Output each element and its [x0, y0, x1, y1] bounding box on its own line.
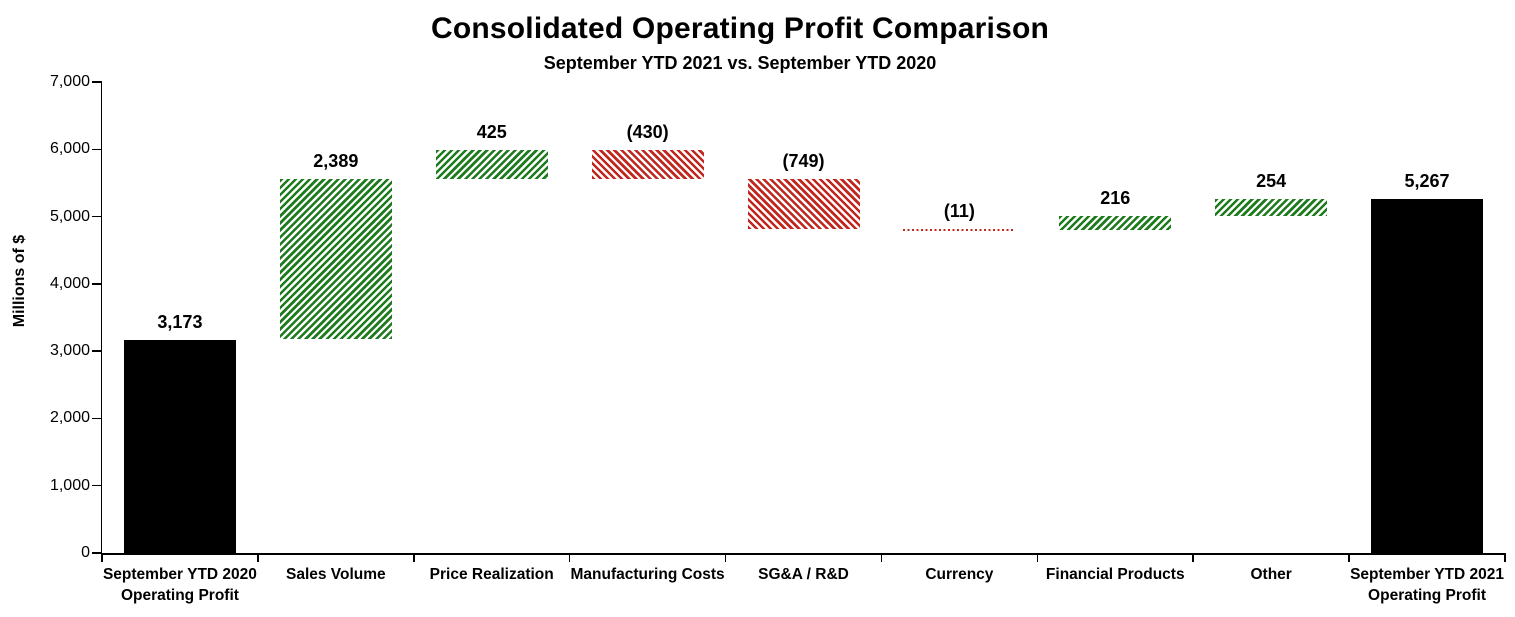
category-label: September YTD 2020 Operating Profit — [102, 566, 257, 604]
category-label: SG&A / R&D — [758, 566, 849, 583]
bar-value-label: 216 — [1100, 187, 1131, 208]
y-tick-label: 7,000 — [49, 73, 90, 90]
x-tick — [880, 553, 883, 562]
waterfall-bar — [435, 150, 548, 179]
bar-value-label: 2,389 — [313, 150, 359, 171]
chart-title: Consolidated Operating Profit Comparison — [430, 12, 1050, 45]
y-tick — [92, 215, 102, 218]
waterfall-bar — [903, 229, 1016, 232]
category-label: Currency — [925, 566, 994, 583]
bar-value-label: (430) — [626, 122, 669, 143]
y-tick-label: 2,000 — [49, 409, 90, 427]
waterfall-bar — [1215, 198, 1328, 216]
category-label: Financial Products — [1045, 566, 1185, 583]
x-tick — [1192, 553, 1194, 562]
bar-value-label: (749) — [782, 151, 825, 172]
x-tick — [257, 553, 259, 562]
category-label: Manufacturing Costs — [570, 566, 725, 583]
waterfall-bar — [747, 179, 860, 230]
x-axis-line — [100, 553, 1505, 555]
x-tick — [724, 553, 727, 562]
waterfall-bar — [279, 178, 392, 340]
y-tick-label: 0 — [81, 544, 90, 561]
bar-value-label: 254 — [1256, 170, 1287, 191]
category-label: Sales Volume — [285, 566, 386, 583]
x-tick — [568, 553, 571, 562]
y-tick — [92, 283, 102, 285]
x-tick — [101, 553, 103, 562]
category-label: September YTD 2021 Operating Profit — [1350, 566, 1505, 604]
bar-value-label: 3,173 — [157, 311, 203, 332]
bar-value-label: 425 — [476, 122, 507, 143]
y-tick — [92, 81, 102, 83]
y-tick — [92, 350, 102, 352]
x-tick — [1348, 553, 1350, 562]
y-tick-label: 4,000 — [49, 274, 90, 292]
y-tick-label: 6,000 — [49, 140, 90, 158]
y-tick — [92, 484, 102, 487]
y-tick — [92, 552, 102, 554]
bar-value-label: (11) — [943, 201, 975, 222]
waterfall-bar — [1371, 198, 1484, 553]
y-tick-label: 5,000 — [49, 207, 90, 225]
y-axis-line — [100, 82, 102, 553]
bar-value-label: 5,267 — [1404, 170, 1450, 191]
waterfall-bar — [591, 150, 704, 180]
category-label: Price Realization — [429, 566, 554, 583]
y-tick — [92, 148, 102, 151]
chart-subtitle: September YTD 2021 vs. September YTD 202… — [543, 53, 937, 73]
x-tick — [1504, 553, 1506, 562]
x-tick — [413, 553, 415, 562]
y-tick-label: 1,000 — [49, 476, 90, 494]
x-tick — [1036, 553, 1039, 562]
y-tick — [92, 417, 102, 420]
waterfall-bar — [123, 339, 236, 553]
y-tick-label: 3,000 — [49, 342, 90, 360]
category-label: Other — [1250, 566, 1292, 583]
waterfall-bar — [1059, 215, 1172, 231]
